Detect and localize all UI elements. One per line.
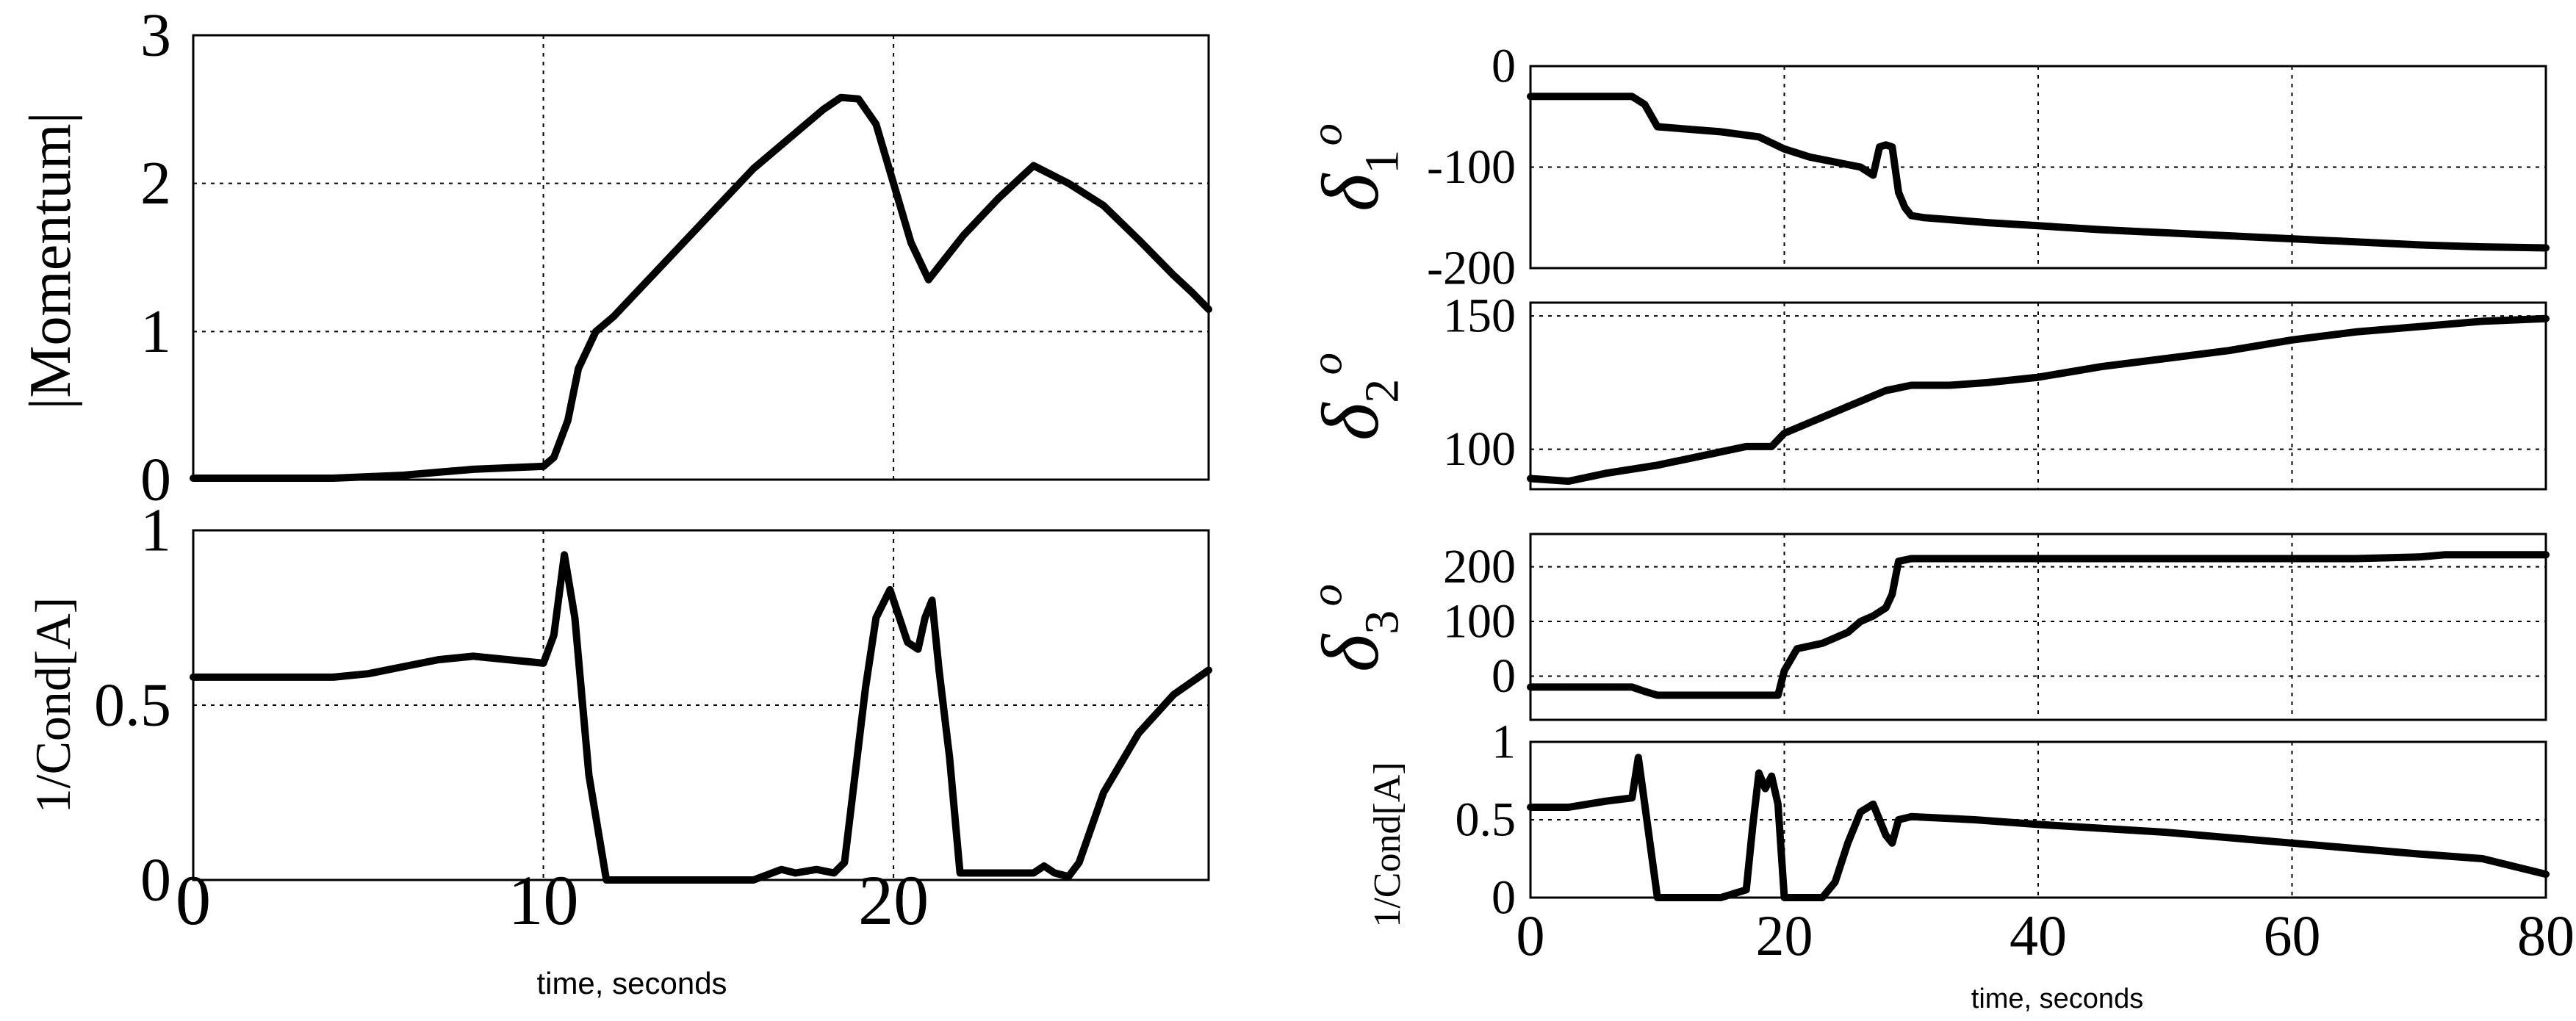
momentum-ytick-label: 1 [140,297,171,366]
delta1-panel: -200 -100 0 δ1o [1303,40,2550,295]
momentum-ytick-label: 0 [140,446,171,514]
delta2-ytick-label: 150 [1443,289,1516,343]
cond-left-ylabel: 1/Cond[A] [25,597,81,814]
cond-right-xtick-label: 40 [2010,903,2067,967]
momentum-series-line [190,93,1212,482]
cond-right-xlabel: time, seconds [1971,984,2143,1014]
cond-left-xtick-label: 0 [176,861,211,939]
cond-left-ytick-label: 0.5 [94,671,171,740]
delta3-ytick-label: 100 [1443,595,1516,649]
cond-right-ylabel: 1/Cond[A] [1367,762,1408,927]
delta3-ytick-label: 200 [1443,540,1516,594]
cond-left-xtick-label: 20 [858,861,929,939]
cond-right-xtick-label: 60 [2264,903,2321,967]
delta1-ytick-label: -200 [1427,242,1516,295]
delta2-panel: 100 150 δ2o [1303,289,2550,491]
cond-left-series-line [190,551,1212,884]
cond-left-panel: 00.510 10 201/Cond[A]time, seconds [25,497,1212,1000]
delta3-plot-area [1529,533,2547,721]
delta1-series-line [1527,93,2550,252]
delta3-ytick-label: 0 [1492,649,1516,703]
delta1-ytick-label: -100 [1427,140,1516,194]
momentum-ylabel: |Momentum| [18,112,83,409]
delta1-ylabel: δ1o [1303,123,1409,212]
cond-left-ytick-label: 0 [140,846,171,914]
delta2-ylabel: δ2o [1303,353,1409,441]
momentum-plot-area [192,34,1210,481]
cond-right-xtick-label: 20 [1756,903,1813,967]
cond-right-series-line [1527,754,2550,901]
cond-right-panel: 0 0.5 1 0 20 40 60 80 1/Cond[A] time, seconds [1367,715,2575,1015]
cond-right-ytick-label: 0.5 [1456,793,1517,847]
delta2-series-line [1527,314,2550,486]
cond-left-xlabel: time, seconds [536,966,727,1000]
delta3-ylabel: δ3o [1303,584,1409,672]
cond-left-ytick-label: 1 [140,497,171,565]
cond-left-xtick-label: 10 [508,861,579,939]
momentum-ytick-label: 3 [140,1,171,70]
cond-right-xtick-label: 80 [2517,903,2575,967]
cond-right-ytick-label: 0 [1492,871,1516,925]
cond-right-ytick-label: 1 [1492,715,1516,769]
delta1-ytick-label: 0 [1492,40,1516,93]
delta3-series-line [1527,551,2550,699]
delta2-ytick-label: 100 [1443,422,1516,476]
momentum-ytick-label: 2 [140,149,171,217]
cond-right-xtick-label: 0 [1517,903,1545,967]
